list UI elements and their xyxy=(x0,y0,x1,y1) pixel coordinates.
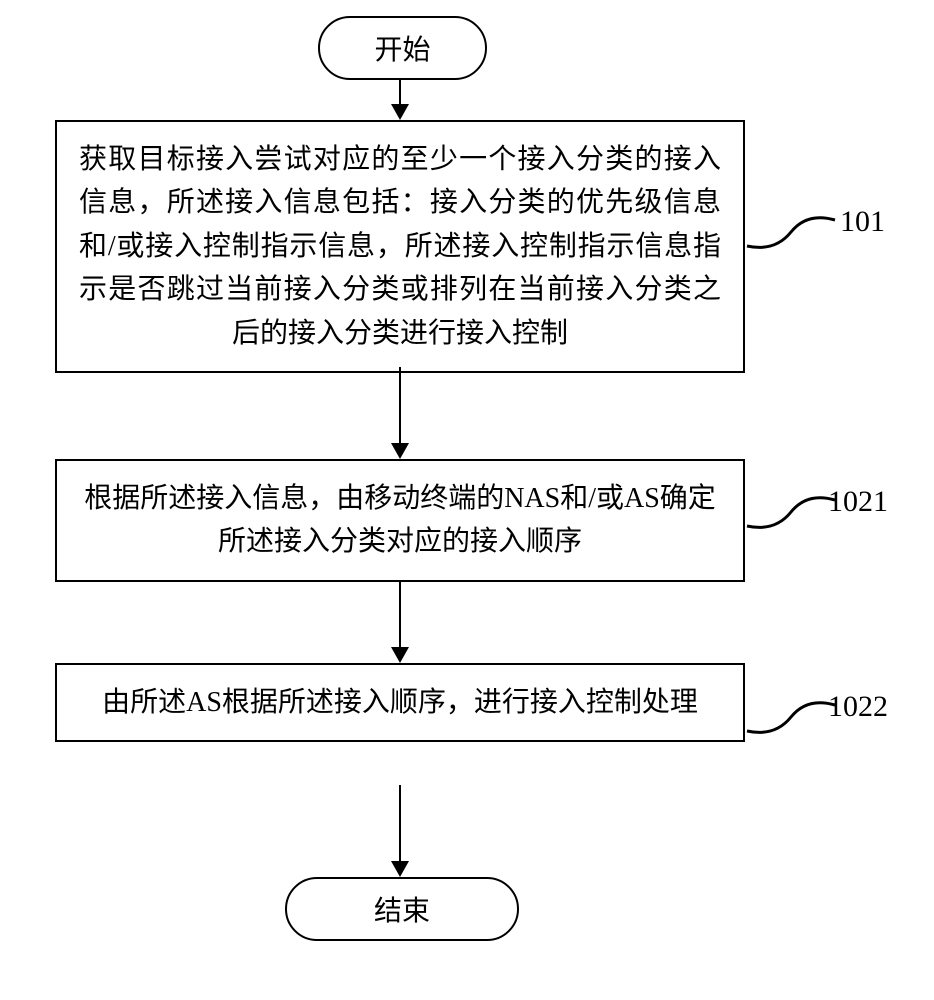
flow-step-1022-label: 1022 xyxy=(828,690,888,724)
arrow-4 xyxy=(399,785,401,863)
flow-step-1021: 根据所述接入信息，由移动终端的NAS和/或AS确定所述接入分类对应的接入顺序 xyxy=(55,459,745,582)
arrow-4-head xyxy=(391,861,409,877)
arrow-3-head xyxy=(391,647,409,663)
flow-end-terminator: 结束 xyxy=(285,877,519,941)
flow-step-1021-text: 根据所述接入信息，由移动终端的NAS和/或AS确定所述接入分类对应的接入顺序 xyxy=(84,483,716,557)
arrow-2-head xyxy=(391,443,409,459)
flowchart-canvas: 开始 获取目标接入尝试对应的至少一个接入分类的接入信息，所述接入信息包括：接入分… xyxy=(0,0,934,1000)
connector-curve-1022 xyxy=(745,693,837,741)
arrow-2 xyxy=(399,367,401,445)
flow-step-1022: 由所述AS根据所述接入顺序，进行接入控制处理 xyxy=(55,663,745,742)
flow-start-terminator: 开始 xyxy=(318,16,487,80)
flow-end-label: 结束 xyxy=(374,889,430,929)
flow-step-1021-label: 1021 xyxy=(828,485,888,519)
arrow-1-head xyxy=(391,104,409,120)
connector-curve-1021 xyxy=(745,488,837,536)
connector-curve-101 xyxy=(745,208,837,256)
flow-step-1022-text: 由所述AS根据所述接入顺序，进行接入控制处理 xyxy=(102,687,698,718)
arrow-3 xyxy=(399,581,401,649)
flow-start-label: 开始 xyxy=(374,28,430,68)
flow-step-101-text: 获取目标接入尝试对应的至少一个接入分类的接入信息，所述接入信息包括：接入分类的优… xyxy=(79,144,721,349)
arrow-1 xyxy=(399,78,401,106)
flow-step-101: 获取目标接入尝试对应的至少一个接入分类的接入信息，所述接入信息包括：接入分类的优… xyxy=(55,120,745,373)
flow-step-101-label: 101 xyxy=(840,205,885,239)
